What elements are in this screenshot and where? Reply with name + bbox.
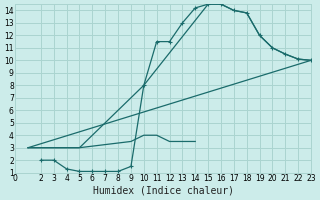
X-axis label: Humidex (Indice chaleur): Humidex (Indice chaleur) bbox=[92, 186, 234, 196]
